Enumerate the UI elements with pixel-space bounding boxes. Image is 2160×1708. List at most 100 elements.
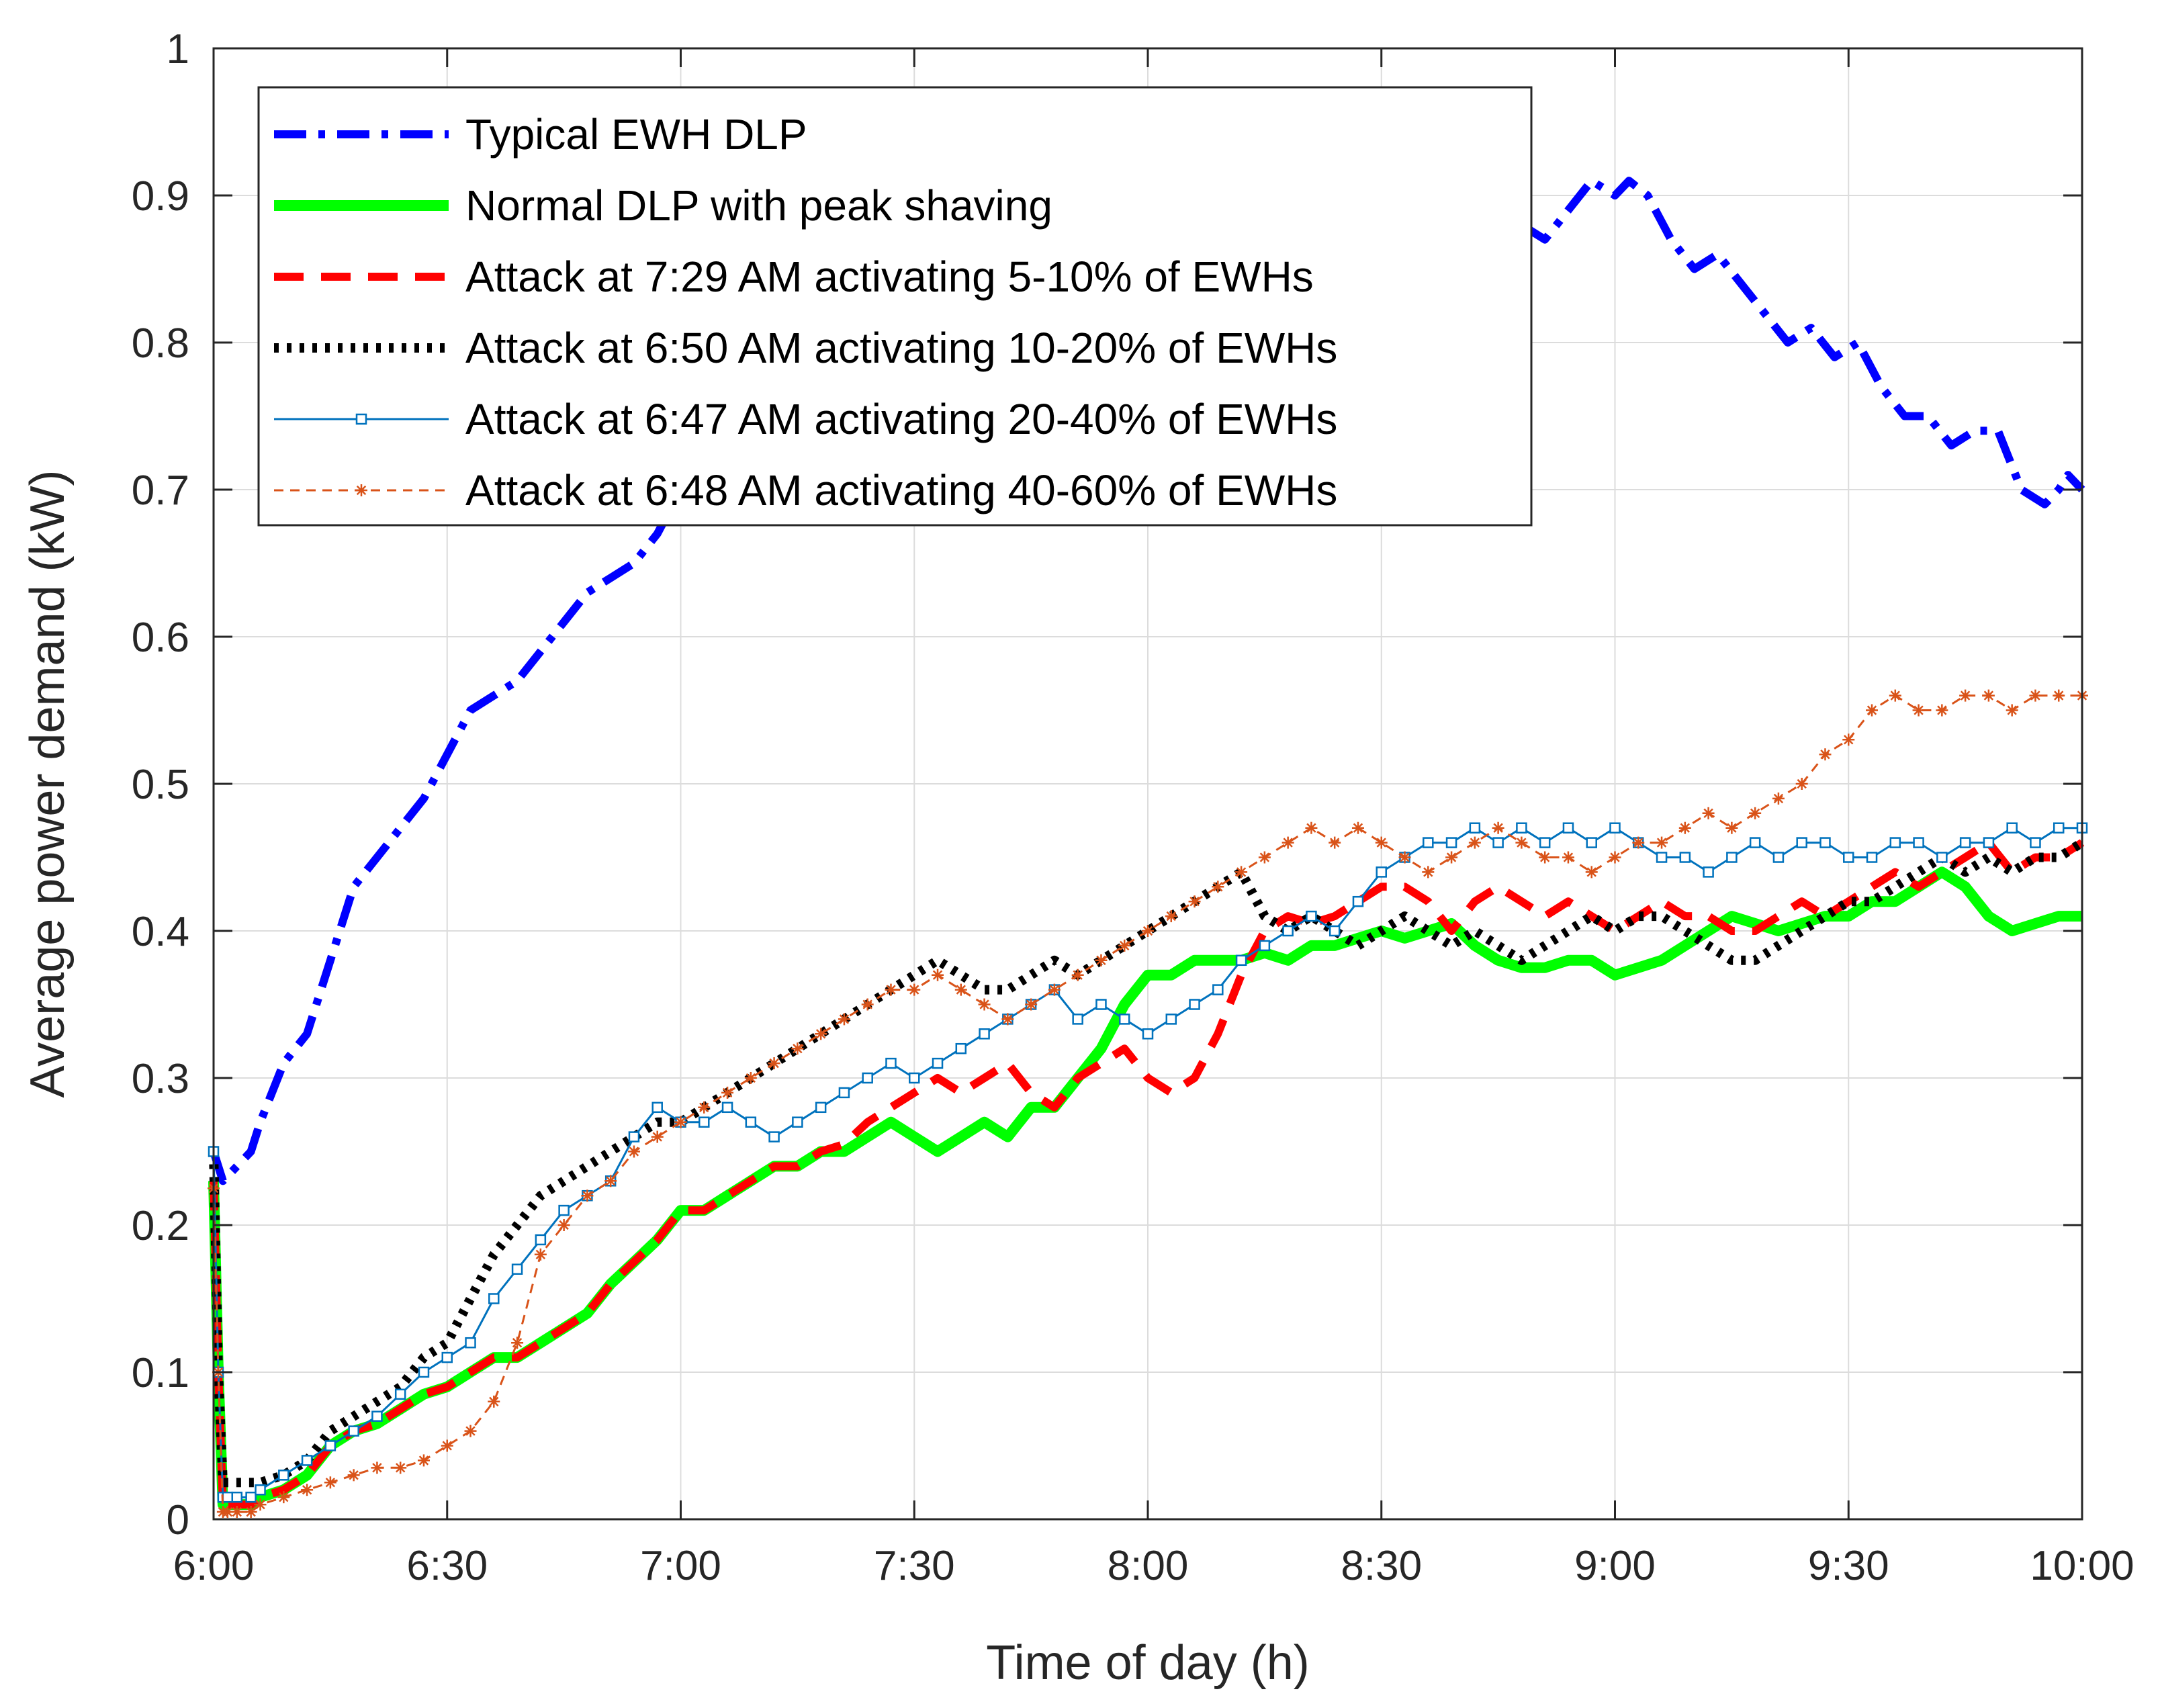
- data-point: [254, 1498, 267, 1511]
- data-point: [231, 1491, 243, 1503]
- data-point: [1305, 821, 1318, 834]
- legend-label: Normal DLP with peak shaving: [465, 181, 1052, 230]
- data-point: [1516, 822, 1527, 834]
- data-point: [1212, 881, 1224, 893]
- data-point: [1609, 822, 1621, 834]
- data-point: [1445, 837, 1457, 848]
- data-point: [1679, 852, 1691, 863]
- y-tick-label: 0.4: [132, 909, 189, 955]
- data-point: [1866, 704, 1879, 717]
- data-point: [1306, 910, 1317, 922]
- x-tick-label: 6:30: [406, 1543, 488, 1589]
- legend-marker: [355, 484, 367, 496]
- data-point: [1656, 852, 1668, 863]
- x-axis-title: Time of day (h): [986, 1636, 1309, 1690]
- data-point: [1585, 866, 1598, 879]
- y-tick-label: 0.3: [132, 1056, 189, 1102]
- data-point: [1983, 837, 1995, 848]
- data-point: [222, 1491, 234, 1503]
- data-point: [2029, 689, 2042, 702]
- data-point: [557, 1219, 570, 1231]
- data-point: [1936, 704, 1948, 717]
- data-point: [221, 1506, 234, 1519]
- series-line: [209, 838, 2085, 1488]
- data-point: [1165, 1014, 1177, 1025]
- data-point: [465, 1337, 476, 1349]
- data-point: [1235, 954, 1247, 967]
- data-point: [394, 1388, 406, 1400]
- data-point: [1423, 837, 1434, 848]
- data-point: [909, 1072, 920, 1084]
- data-point: [885, 1057, 897, 1069]
- x-tick-label: 6:00: [173, 1543, 255, 1589]
- data-point: [1889, 837, 1901, 848]
- legend-label: Typical EWH DLP: [465, 110, 807, 159]
- data-point: [932, 1057, 944, 1069]
- data-point: [1282, 925, 1294, 937]
- data-point: [1632, 836, 1645, 849]
- series-6: [208, 689, 2088, 1519]
- data-point: [558, 1204, 570, 1216]
- data-point: [1165, 910, 1177, 923]
- data-point: [1842, 733, 1855, 746]
- data-point: [815, 1102, 827, 1114]
- data-point: [1001, 1013, 1014, 1026]
- data-point: [838, 1087, 850, 1099]
- data-point: [932, 969, 944, 981]
- data-point: [1212, 984, 1224, 995]
- data-point: [1703, 866, 1714, 878]
- data-point: [1468, 836, 1481, 849]
- data-point: [1959, 689, 1972, 702]
- y-tick-label: 0.2: [132, 1203, 189, 1249]
- data-point: [1142, 925, 1154, 937]
- data-point: [1142, 1028, 1154, 1040]
- data-point: [1422, 866, 1435, 879]
- data-point: [245, 1491, 257, 1503]
- data-point: [1749, 837, 1761, 848]
- data-point: [908, 983, 921, 996]
- y-tick-label: 0.8: [132, 320, 189, 367]
- x-tick-label: 9:30: [1808, 1543, 1889, 1589]
- data-point: [347, 1469, 360, 1482]
- y-tick-label: 0.6: [132, 615, 189, 661]
- legend-marker: [355, 413, 367, 425]
- data-point: [1539, 837, 1551, 848]
- data-point: [301, 1484, 314, 1496]
- data-point: [1258, 851, 1271, 864]
- data-point: [955, 1042, 967, 1054]
- data-point: [1819, 837, 1831, 848]
- y-tick-label: 0.9: [132, 173, 189, 220]
- x-tick-label: 7:30: [874, 1543, 955, 1589]
- data-point: [1796, 837, 1807, 848]
- data-point: [2006, 704, 2018, 717]
- data-point: [1772, 792, 1785, 805]
- data-point: [1351, 821, 1364, 834]
- data-point: [744, 1072, 757, 1084]
- data-point: [1726, 852, 1738, 863]
- data-point: [978, 998, 991, 1011]
- data-point: [244, 1506, 257, 1519]
- data-point: [862, 1072, 873, 1084]
- data-point: [488, 1395, 500, 1408]
- data-point: [792, 1116, 803, 1128]
- y-tick-label: 0: [167, 1497, 189, 1543]
- data-point: [745, 1116, 757, 1128]
- legend-box: [257, 86, 1533, 527]
- data-point: [1562, 822, 1574, 834]
- data-point: [394, 1462, 407, 1474]
- data-point: [885, 983, 897, 996]
- data-point: [324, 1476, 336, 1489]
- data-point: [534, 1248, 547, 1261]
- data-point: [1912, 704, 1925, 717]
- data-point: [699, 1116, 710, 1128]
- data-point: [1656, 836, 1668, 849]
- data-point: [861, 998, 874, 1011]
- data-point: [1375, 836, 1388, 849]
- legend-label: Attack at 6:48 AM activating 40-60% of E…: [465, 466, 1337, 514]
- data-point: [1725, 821, 1738, 834]
- data-point: [1095, 954, 1108, 967]
- data-point: [1281, 836, 1294, 849]
- data-point: [511, 1337, 524, 1349]
- data-point: [1048, 983, 1061, 996]
- data-point: [1189, 999, 1200, 1010]
